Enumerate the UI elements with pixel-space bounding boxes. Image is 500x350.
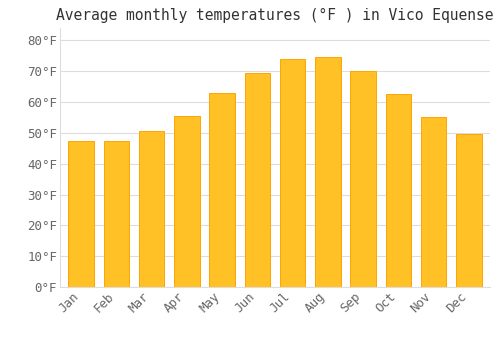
Bar [421, 117, 446, 287]
Bar [386, 94, 411, 287]
Bar [350, 71, 376, 287]
Title: Average monthly temperatures (°F ) in Vico Equense: Average monthly temperatures (°F ) in Vi… [56, 8, 494, 23]
Bar [104, 141, 129, 287]
Bar [174, 116, 200, 287]
Bar [139, 131, 164, 287]
Bar [280, 59, 305, 287]
Bar [68, 141, 94, 287]
Bar [315, 57, 340, 287]
Bar [244, 73, 270, 287]
Bar [456, 134, 481, 287]
Bar [210, 93, 235, 287]
